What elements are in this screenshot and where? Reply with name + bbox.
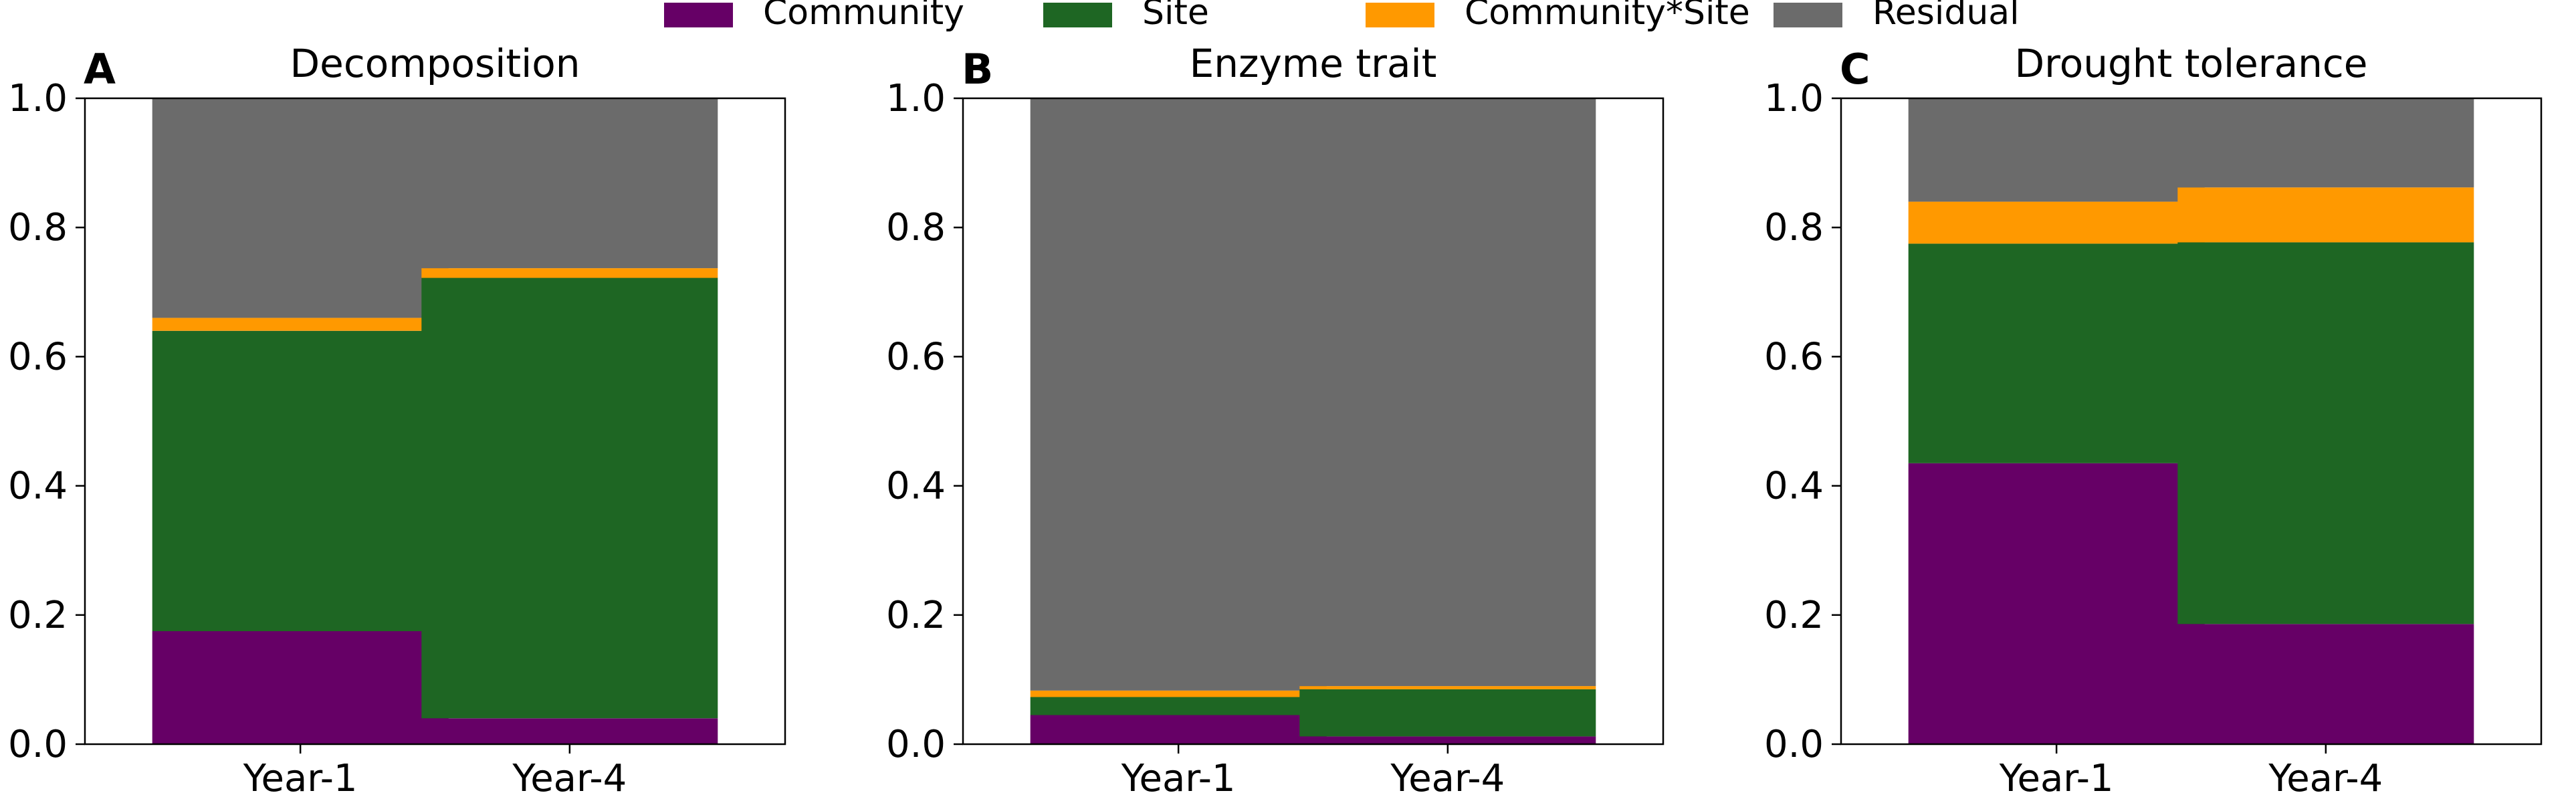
- axes-frame: [84, 97, 786, 746]
- legend-label-site: Site: [1142, 0, 1209, 33]
- panel-c: Year-1 Year-4 0.0 0.2 0.4 0.6 0.8 1.0 Drought to…: [1764, 41, 2543, 797]
- bar-year-1-community-site: [1030, 690, 1327, 697]
- y-tick-label: 0.0: [8, 723, 68, 766]
- bar-year-1-site: [1908, 243, 2205, 463]
- y-tick-label: 1.0: [1764, 77, 1824, 120]
- bar-year-4-community-site: [421, 268, 718, 278]
- bars: [152, 98, 718, 744]
- panel-title: Drought tolerance: [2015, 41, 2368, 86]
- legend-item-community-site: Community*Site: [1366, 0, 1750, 33]
- y-tick-label: 1.0: [8, 77, 68, 120]
- panel-title: Decomposition: [290, 41, 580, 86]
- legend-swatch-community: [664, 3, 733, 27]
- y-tick-label: 0.4: [8, 465, 68, 508]
- panel-title: Enzyme trait: [1190, 41, 1437, 86]
- panel-b: Year-1 Year-4 0.0 0.2 0.4 0.6 0.8 1.0 Enzyme tra…: [886, 41, 1665, 797]
- bar-year-1-residual: [1030, 98, 1327, 691]
- legend-label-community: Community: [763, 0, 964, 33]
- bar-year-4-residual: [421, 98, 718, 269]
- x-tick-label: Year-1: [243, 757, 358, 797]
- axes-frame: [962, 97, 1665, 746]
- legend: Community Site Community*Site Residual: [664, 0, 2020, 33]
- legend-item-residual: Residual: [1774, 0, 2020, 33]
- bars: [1908, 98, 2474, 744]
- bar-year-4-residual: [2177, 98, 2474, 188]
- legend-swatch-residual: [1774, 3, 1842, 27]
- x-tick-label: Year-4: [512, 757, 627, 797]
- bar-year-4-community: [1299, 736, 1596, 744]
- bar-year-1-community-site: [152, 318, 449, 331]
- y-tick-label: 0.6: [1764, 335, 1824, 378]
- y-tick-label: 0.8: [8, 206, 68, 249]
- x-tick-label: Year-4: [2268, 757, 2383, 797]
- legend-item-site: Site: [1043, 0, 1209, 33]
- panel-label: A: [84, 45, 116, 94]
- panel-label: B: [962, 45, 993, 94]
- panels: Year-1 Year-4 0.0 0.2 0.4 0.6 0.8 1.0 Decomposit…: [8, 41, 2543, 797]
- y-tick-label: 0.2: [886, 594, 946, 637]
- bar-year-1-residual: [152, 98, 449, 318]
- y-tick-label: 0.4: [886, 465, 946, 508]
- y-tick-label: 0.8: [1764, 206, 1824, 249]
- y-tick-label: 0.0: [1764, 723, 1824, 766]
- bar-year-4-site: [2177, 242, 2474, 624]
- legend-label-residual: Residual: [1872, 0, 2020, 33]
- x-tick-label: Year-1: [1999, 757, 2114, 797]
- y-tick-label: 0.2: [1764, 594, 1824, 637]
- bar-year-1-community: [152, 631, 449, 744]
- legend-label-community-site: Community*Site: [1465, 0, 1750, 33]
- bar-year-1-residual: [1908, 98, 2205, 202]
- legend-swatch-site: [1043, 3, 1112, 27]
- bar-year-4-community-site: [2177, 187, 2474, 243]
- bar-year-1-community-site: [1908, 201, 2205, 244]
- bar-year-4-residual: [1299, 98, 1596, 687]
- bar-year-4-site: [1299, 689, 1596, 737]
- y-tick-label: 1.0: [886, 77, 946, 120]
- y-tick-label: 0.8: [886, 206, 946, 249]
- bar-year-1-site: [1030, 697, 1327, 715]
- axes-frame: [1840, 97, 2543, 746]
- bar-year-1-community: [1030, 715, 1327, 744]
- bar-year-4-community: [421, 718, 718, 744]
- bar-year-1-community: [1908, 463, 2205, 744]
- bar-year-4-community-site: [1299, 686, 1596, 689]
- y-tick-label: 0.6: [886, 335, 946, 378]
- y-tick-label: 0.0: [886, 723, 946, 766]
- legend-swatch-community-site: [1366, 3, 1434, 27]
- y-tick-label: 0.6: [8, 335, 68, 378]
- x-tick-label: Year-4: [1390, 757, 1505, 797]
- bar-year-4-site: [421, 277, 718, 719]
- x-tick-label: Year-1: [1121, 757, 1236, 797]
- legend-item-community: Community: [664, 0, 964, 33]
- panel-a: Year-1 Year-4 0.0 0.2 0.4 0.6 0.8 1.0 Decomposit…: [8, 41, 786, 797]
- bar-year-1-site: [152, 330, 449, 631]
- bars: [1030, 98, 1596, 744]
- panel-label: C: [1840, 45, 1870, 94]
- bar-year-4-community: [2177, 624, 2474, 744]
- y-tick-label: 0.2: [8, 594, 68, 637]
- y-tick-label: 0.4: [1764, 465, 1824, 508]
